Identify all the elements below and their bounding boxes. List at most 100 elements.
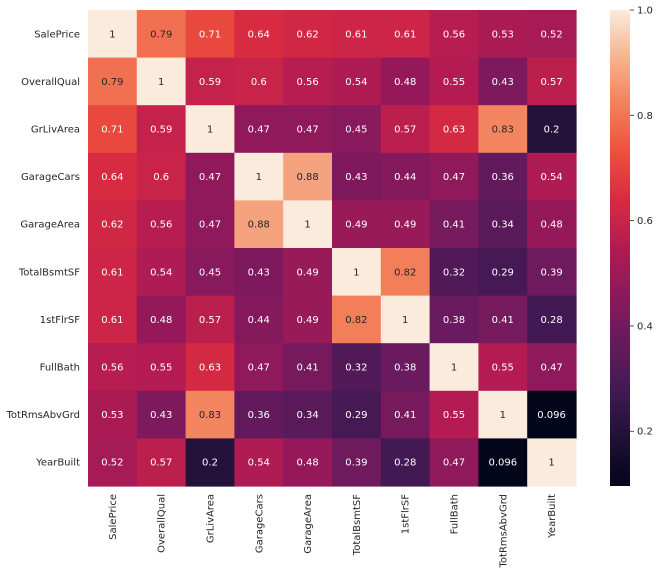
- heatmap-cell: [380, 343, 431, 392]
- heatmap-cell: [283, 390, 333, 439]
- y-tick-label: GarageArea: [20, 220, 80, 231]
- y-tick-label: 1stFlrSF: [40, 315, 80, 326]
- cell-value-label: 0.43: [150, 410, 172, 421]
- heatmap-cell: [478, 248, 528, 297]
- cell-value-label: 0.39: [540, 267, 562, 278]
- cell-value-label: 1: [548, 458, 554, 469]
- cell-value-label: 0.79: [101, 77, 123, 88]
- cell-value-label: 0.88: [296, 172, 318, 183]
- cell-value-label: 1: [109, 29, 115, 40]
- cell-value-label: 0.63: [443, 125, 465, 136]
- heatmap-cell: [380, 248, 431, 297]
- heatmap-cell: [478, 10, 528, 59]
- cell-value-label: 0.36: [492, 172, 514, 183]
- heatmap-cell: [429, 105, 479, 154]
- colorbar: 0.2 0.4 0.6 0.8 1.0: [610, 6, 653, 486]
- cell-value-label: 0.55: [443, 410, 465, 421]
- cell-value-label: 0.47: [199, 172, 221, 183]
- cell-value-label: 0.43: [248, 267, 270, 278]
- heatmap-cell: [332, 10, 382, 59]
- cell-value-label: 0.83: [492, 125, 514, 136]
- cell-value-label: 0.63: [199, 363, 221, 374]
- heatmap-cell: [332, 105, 382, 154]
- cell-value-label: 0.55: [150, 363, 172, 374]
- heatmap-cell: [527, 343, 577, 392]
- heatmap-cell: [429, 343, 479, 392]
- heatmap-cell: [88, 438, 138, 487]
- heatmap-cell: [429, 248, 479, 297]
- heatmap-cell: [185, 295, 235, 344]
- y-tick-label: YearBuilt: [35, 458, 80, 469]
- heatmap-cell: [136, 10, 187, 59]
- cell-value-label: 0.64: [101, 172, 123, 183]
- cell-value-label: 0.88: [248, 220, 270, 231]
- cell-value-label: 0.32: [443, 267, 465, 278]
- x-axis-tick-labels: SalePrice OverallQual GrLivArea GarageCars G…: [108, 494, 558, 569]
- cell-value-label: 0.57: [199, 315, 221, 326]
- cell-value-label: 1: [500, 410, 506, 421]
- heatmap-cell: [88, 105, 138, 154]
- cell-value-label: 0.83: [199, 410, 221, 421]
- cell-value-label: 0.52: [540, 29, 562, 40]
- cell-value-label: 0.62: [101, 220, 123, 231]
- cell-value-label: 0.55: [443, 77, 465, 88]
- heatmap-cell: [527, 438, 577, 487]
- heatmap-cell: [88, 200, 138, 249]
- cell-value-label: 0.28: [394, 458, 416, 469]
- y-tick-label: FullBath: [40, 363, 80, 374]
- heatmap-cell: [429, 200, 479, 249]
- cell-value-label: 0.32: [345, 363, 367, 374]
- cell-value-label: 0.43: [492, 77, 514, 88]
- cell-value-label: 0.71: [101, 125, 123, 136]
- cell-value-label: 0.39: [345, 458, 367, 469]
- y-tick-label: OverallQual: [21, 77, 80, 88]
- cell-value-label: 0.62: [296, 29, 318, 40]
- x-tick-label: GrLivArea: [206, 494, 217, 543]
- heatmap-cell: [185, 390, 235, 439]
- heatmap-cell: [429, 57, 479, 106]
- colorbar-tick-label: 0.8: [637, 111, 653, 122]
- cell-value-label: 0.29: [492, 267, 514, 278]
- heatmap-cell: [332, 152, 382, 201]
- heatmap-cell: [185, 10, 235, 59]
- heatmap-cell: [380, 10, 431, 59]
- cell-value-label: 0.43: [345, 172, 367, 183]
- x-tick-label: GarageCars: [254, 494, 265, 553]
- heatmap-cell: [478, 295, 528, 344]
- cell-value-label: 0.47: [248, 363, 270, 374]
- cell-value-label: 0.59: [150, 125, 172, 136]
- heatmap-cell: [88, 343, 138, 392]
- heatmap-cell: [185, 200, 235, 249]
- heatmap-cell: [283, 200, 333, 249]
- cell-value-label: 0.48: [540, 220, 562, 231]
- cell-value-label: 0.47: [540, 363, 562, 374]
- cell-value-label: 0.47: [296, 125, 318, 136]
- heatmap-cell: [332, 438, 382, 487]
- cell-value-label: 0.38: [443, 315, 465, 326]
- cell-value-label: 0.49: [345, 220, 367, 231]
- cell-value-label: 0.61: [101, 267, 123, 278]
- cell-value-label: 0.53: [101, 410, 123, 421]
- y-tick-label: TotRmsAbvGrd: [6, 410, 81, 421]
- cell-value-label: 0.64: [248, 29, 270, 40]
- y-tick-label: GarageCars: [21, 172, 80, 183]
- x-tick-label: 1stFlrSF: [401, 494, 412, 534]
- heatmap-cell: [527, 390, 577, 439]
- cell-value-label: 0.53: [492, 29, 514, 40]
- cell-value-label: 0.59: [199, 77, 221, 88]
- heatmap-cell: [380, 200, 431, 249]
- cell-value-label: 0.41: [296, 363, 318, 374]
- cell-value-label: 0.47: [443, 458, 465, 469]
- cell-value-label: 0.36: [248, 410, 270, 421]
- heatmap-cell: [234, 438, 284, 487]
- cell-value-label: 0.29: [345, 410, 367, 421]
- heatmap-cell: [234, 295, 284, 344]
- cell-value-label: 0.47: [443, 172, 465, 183]
- heatmap-cell: [283, 438, 333, 487]
- cell-value-label: 0.44: [394, 172, 416, 183]
- heatmap-cell: [332, 248, 382, 297]
- heatmap-cell: [478, 200, 528, 249]
- heatmap-cell: [429, 152, 479, 201]
- heatmap-cell: [478, 105, 528, 154]
- heatmap-cell: [332, 57, 382, 106]
